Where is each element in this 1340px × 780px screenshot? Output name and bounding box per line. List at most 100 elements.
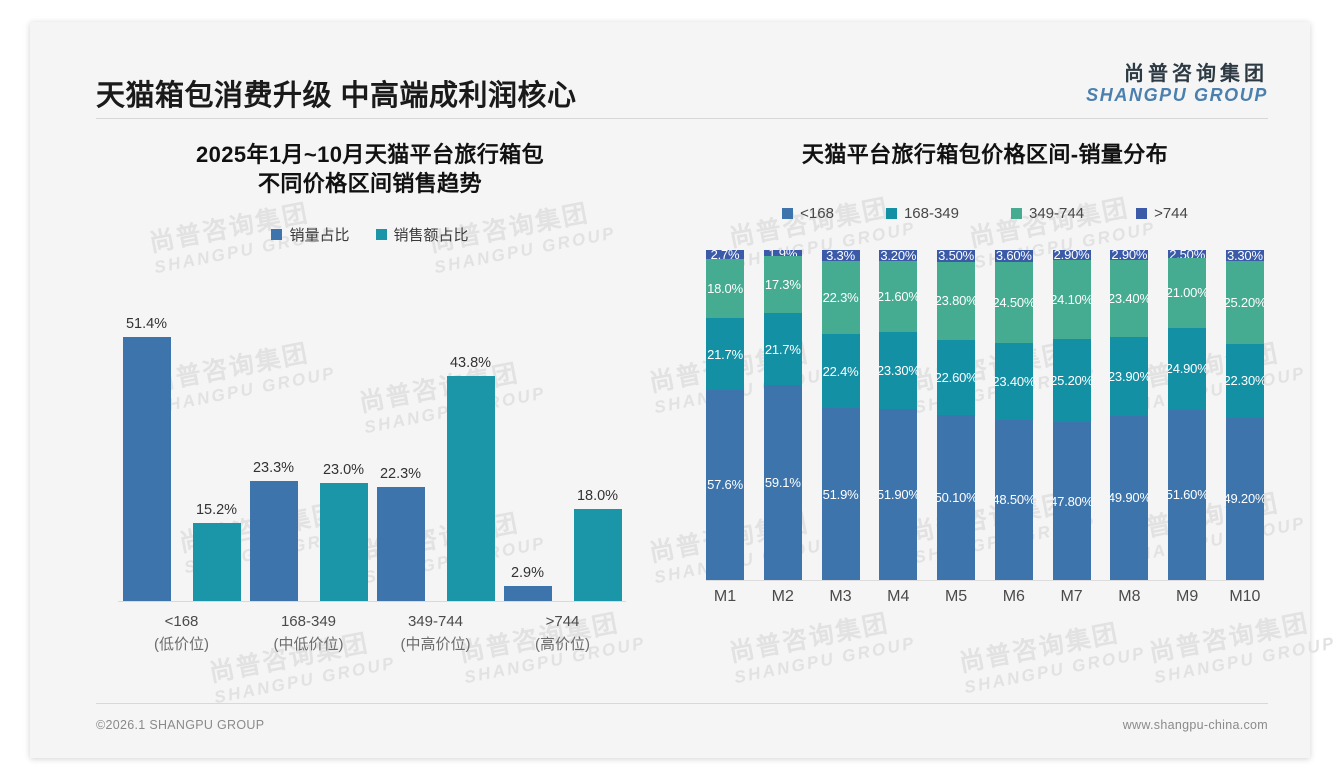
stacked-segment[interactable]: 57.6% <box>706 389 744 581</box>
legend-item-<168[interactable]: <168 <box>782 205 834 222</box>
stacked-bar-column[interactable]: 2.90% 23.40% 23.90% 49.90% <box>1110 250 1149 581</box>
legend-label: 销量占比 <box>289 227 350 245</box>
stacked-segment[interactable]: 51.9% <box>821 408 860 580</box>
stacked-segment[interactable]: 21.60% <box>879 260 918 332</box>
stacked-segment[interactable]: 25.20% <box>1225 260 1264 345</box>
bar-value-label: 22.3% <box>379 465 422 482</box>
segment-value-label: 22.3% <box>822 290 859 306</box>
bar-column[interactable]: 51.4% <box>122 293 171 602</box>
segment-value-label: 23.40% <box>1110 290 1149 306</box>
stacked-segment[interactable]: 25.20% <box>1052 339 1091 423</box>
legend-item->744[interactable]: >744 <box>1136 205 1188 222</box>
x-tick-label: 349-744 (中高价位) <box>376 611 496 656</box>
stacked-segment[interactable]: 2.7% <box>706 250 744 259</box>
stacked-segment[interactable]: 47.80% <box>1052 422 1091 580</box>
segment-value-label: 21.7% <box>707 346 743 362</box>
bar[interactable] <box>122 337 171 602</box>
segment-value-label: 17.3% <box>764 277 801 293</box>
legend-item-349-744[interactable]: 349-744 <box>1011 205 1084 222</box>
segment-value-label: 3.60% <box>995 250 1032 262</box>
legend-item-sales-volume[interactable]: 销量占比 <box>271 224 350 245</box>
stacked-segment[interactable]: 50.10% <box>937 414 976 581</box>
stacked-segment[interactable]: 23.80% <box>937 261 976 341</box>
bar-column[interactable]: 23.3% <box>249 293 298 602</box>
stacked-segment[interactable]: 21.00% <box>1168 258 1207 328</box>
right-chart-legend: <168 168-349 349-744 >744 <box>690 205 1280 222</box>
stacked-segment[interactable]: 21.7% <box>706 318 744 390</box>
stacked-segment[interactable]: 23.40% <box>1110 259 1149 337</box>
bar-value-label: 15.2% <box>195 502 238 519</box>
stacked-segment[interactable]: 51.60% <box>1168 409 1207 580</box>
stacked-segment[interactable]: 23.40% <box>994 342 1033 420</box>
stacked-segment[interactable]: 24.90% <box>1168 327 1207 410</box>
stacked-segment[interactable]: 24.10% <box>1052 259 1091 340</box>
bar-value-label: 43.8% <box>449 355 492 372</box>
x-tick-label: M8 <box>1118 588 1141 606</box>
stacked-bar-column[interactable]: 3.3% 22.3% 22.4% 51.9% <box>821 250 860 580</box>
stacked-bar-column[interactable]: 3.60% 24.50% 23.40% 48.50% <box>994 250 1033 581</box>
stacked-segment[interactable]: 48.50% <box>994 419 1033 581</box>
stacked-bar-column[interactable]: 2.90% 24.10% 25.20% 47.80% <box>1052 250 1091 580</box>
bar[interactable] <box>503 586 552 602</box>
stacked-bar-column[interactable]: 3.20% 21.60% 23.30% 51.90% <box>879 250 918 580</box>
stacked-segment[interactable]: 2.90% <box>1052 250 1091 260</box>
stacked-bar-column[interactable]: 3.30% 25.20% 22.30% 49.20% <box>1225 250 1264 580</box>
segment-value-label: 3.50% <box>938 250 974 262</box>
stacked-bar-column[interactable]: 1.9% 17.3% 21.7% 59.1% <box>763 250 802 580</box>
bar-column[interactable]: 22.3% <box>376 293 425 602</box>
stacked-bar-column[interactable]: 2.7% 18.0% 21.7% 57.6% <box>706 250 744 581</box>
bar[interactable] <box>446 376 495 602</box>
bar[interactable] <box>192 523 241 602</box>
stacked-segment[interactable]: 2.50% <box>1168 250 1207 259</box>
segment-value-label: 21.00% <box>1168 285 1207 301</box>
left-chart-title-line1: 2025年1月~10月天猫平台旅行箱包 <box>195 142 545 167</box>
left-chart-title: 2025年1月~10月天猫平台旅行箱包 不同价格区间销售趋势 <box>70 140 670 198</box>
stacked-segment[interactable]: 59.1% <box>763 384 802 580</box>
bar[interactable] <box>319 483 368 602</box>
x-tick-sub: (低价位) <box>154 635 209 653</box>
x-tick-label: M9 <box>1176 588 1199 606</box>
stacked-segment[interactable]: 22.30% <box>1225 344 1264 418</box>
stacked-segment[interactable]: 3.20% <box>879 250 918 261</box>
bar-value-label: 51.4% <box>125 316 168 333</box>
stacked-segment[interactable]: 22.60% <box>937 340 976 415</box>
footer-website[interactable]: www.shangpu-china.com <box>1122 718 1268 732</box>
bar[interactable] <box>376 486 425 602</box>
x-tick-label: M2 <box>771 588 794 606</box>
segment-value-label: 24.10% <box>1052 291 1091 307</box>
stacked-bar-column[interactable]: 2.50% 21.00% 24.90% 51.60% <box>1168 250 1207 580</box>
stacked-segment[interactable]: 2.90% <box>1110 250 1149 260</box>
bar-column[interactable]: 43.8% <box>446 293 495 602</box>
legend-swatch-icon <box>375 229 387 241</box>
stacked-segment[interactable]: 23.30% <box>879 331 918 409</box>
bar-column[interactable]: 2.9% <box>503 293 552 602</box>
bar-column[interactable]: 15.2% <box>192 293 241 602</box>
bar-column[interactable]: 18.0% <box>573 293 622 602</box>
stacked-segment[interactable]: 51.90% <box>879 408 918 580</box>
stacked-bar-column[interactable]: 3.50% 23.80% 22.60% 50.10% <box>937 250 976 581</box>
stacked-segment[interactable]: 49.90% <box>1110 415 1149 581</box>
stacked-segment[interactable]: 49.20% <box>1225 417 1264 580</box>
stacked-segment[interactable]: 3.3% <box>821 250 860 261</box>
legend-label: 168-349 <box>903 205 959 223</box>
stacked-segment[interactable]: 24.50% <box>994 261 1033 343</box>
x-tick-label: M6 <box>1002 588 1025 606</box>
bar[interactable] <box>573 508 622 602</box>
stacked-segment[interactable]: 17.3% <box>763 256 802 314</box>
legend-item-168-349[interactable]: 168-349 <box>885 205 959 223</box>
stacked-segment[interactable]: 21.7% <box>763 313 802 385</box>
stacked-segment[interactable]: 22.3% <box>821 260 860 335</box>
stacked-segment[interactable]: 3.50% <box>937 250 976 262</box>
stacked-segment[interactable]: 22.4% <box>821 334 860 409</box>
bar-column[interactable]: 23.0% <box>319 293 368 602</box>
left-chart-x-axis <box>118 601 626 603</box>
stacked-segment[interactable]: 1.9% <box>763 250 802 257</box>
stacked-segment[interactable]: 18.0% <box>706 258 744 319</box>
stacked-segment[interactable]: 3.60% <box>994 250 1033 262</box>
segment-value-label: 22.60% <box>937 369 976 385</box>
bar[interactable] <box>249 481 298 602</box>
stacked-segment[interactable]: 3.30% <box>1225 250 1264 261</box>
stacked-segment[interactable]: 23.90% <box>1110 336 1149 416</box>
legend-item-sales-amount[interactable]: 销售额占比 <box>375 224 469 245</box>
x-tick-sub: (中低价位) <box>273 635 344 653</box>
